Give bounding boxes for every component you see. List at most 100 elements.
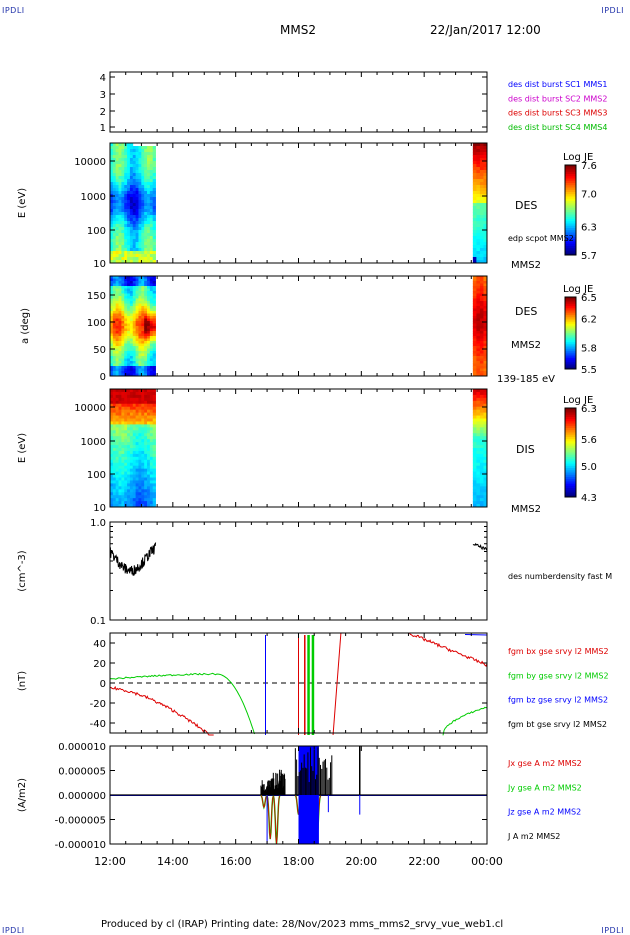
des-energy-cell	[483, 251, 488, 255]
des-energy-cell	[152, 254, 156, 258]
dis-energy-cell	[141, 430, 145, 434]
des-energy-cell	[149, 251, 154, 255]
des-energy-colorbar-cell	[565, 183, 576, 186]
dis-energy-cell	[479, 436, 484, 440]
dis-energy-cell	[118, 409, 122, 413]
des-pitch-cell	[483, 338, 488, 342]
des-energy-cell	[127, 248, 131, 252]
des-energy-cell	[127, 239, 131, 243]
dis-energy-cell	[472, 436, 477, 440]
des-energy-cell	[118, 227, 122, 231]
dis-energy-cell	[110, 498, 114, 502]
panel-dis-energy-ytick-label: 10	[93, 503, 106, 514]
des-pitch-colorbar-cell	[565, 297, 576, 300]
des-energy-cell	[141, 206, 145, 210]
des-pitch-cell	[132, 283, 137, 287]
dis-energy-cell	[129, 465, 134, 470]
des-pitch-cell	[472, 338, 477, 342]
des-energy-cell	[149, 212, 154, 216]
des-energy-cell	[472, 179, 477, 183]
des-pitch-cell	[483, 351, 488, 354]
dis-energy-cell	[138, 480, 142, 484]
des-pitch-cell	[112, 331, 117, 334]
dis-energy-cell	[121, 412, 125, 416]
dis-energy-cell	[115, 400, 119, 405]
dis-energy-cell	[152, 397, 156, 402]
des-energy-cell	[479, 245, 484, 249]
dis-energy-cell	[132, 400, 137, 405]
bfield-by-trace	[442, 706, 488, 736]
dis-energy-cell	[118, 403, 122, 408]
des-pitch-colorbar-cell	[565, 315, 576, 318]
des-pitch-cell	[110, 343, 114, 347]
dis-energy-cell	[115, 442, 119, 446]
des-pitch-cell	[132, 333, 137, 337]
dis-energy-cell	[110, 483, 114, 487]
panel-des-energy-ytick-label: 1000	[81, 192, 106, 203]
dis-energy-cell	[483, 459, 488, 464]
des-pitch-cell	[476, 296, 481, 299]
burst-legend-entry: des dist burst SC1 MMS1	[508, 80, 607, 89]
des-pitch-cell	[112, 363, 117, 367]
des-pitch-cell	[129, 286, 134, 289]
dis-energy-cell	[129, 445, 134, 449]
dis-energy-cell	[144, 492, 148, 496]
des-pitch-cell	[118, 301, 122, 304]
des-energy-cell	[135, 260, 139, 264]
des-energy-cell	[112, 254, 117, 258]
des-energy-cell	[144, 236, 148, 240]
des-pitch-cell	[124, 368, 128, 372]
des-energy-cell	[141, 173, 145, 177]
des-energy-cell	[110, 146, 114, 150]
des-energy-cell	[110, 155, 114, 159]
des-pitch-cell	[149, 281, 154, 284]
dis-energy-cell	[476, 421, 481, 425]
des-energy-cell	[112, 212, 117, 216]
des-energy-cell	[124, 233, 128, 237]
dis-energy-cell	[476, 391, 481, 396]
dis-energy-cell	[152, 391, 156, 396]
des-pitch-cell	[112, 281, 117, 284]
des-pitch-cell	[127, 348, 131, 352]
des-pitch-cell	[479, 283, 484, 287]
des-pitch-cell	[149, 368, 154, 372]
dis-energy-cell	[476, 442, 481, 446]
des-pitch-cell	[483, 286, 488, 289]
des-pitch-cell	[112, 318, 117, 322]
des-pitch-cell	[110, 276, 114, 279]
des-pitch-cell	[129, 346, 134, 349]
dis-energy-cell	[138, 489, 142, 493]
dis-energy-cell	[121, 489, 125, 493]
des-pitch-cell	[149, 318, 154, 322]
dis-energy-cell	[124, 442, 128, 446]
dis-energy-cell	[144, 391, 148, 396]
des-energy-cell	[144, 149, 148, 153]
des-pitch-cell	[112, 306, 117, 309]
dis-energy-cell	[479, 389, 484, 393]
des-pitch-cell	[121, 366, 125, 369]
des-pitch-cell	[135, 278, 139, 282]
dis-energy-colorbar-cell	[565, 416, 576, 420]
des-energy-cell	[121, 185, 125, 189]
des-pitch-cell	[141, 326, 145, 329]
des-pitch-cell	[144, 281, 148, 284]
dis-energy-cell	[144, 453, 148, 458]
des-energy-cell	[121, 248, 125, 252]
dis-energy-cell	[132, 486, 137, 490]
dis-energy-cell	[124, 480, 128, 484]
des-energy-cell	[149, 209, 154, 213]
des-energy-colorbar-cell	[565, 187, 576, 191]
dis-energy-cell	[132, 415, 137, 419]
des-energy-cell	[138, 248, 142, 252]
des-pitch-cell	[132, 306, 137, 309]
dis-energy-cell	[132, 442, 137, 446]
dis-energy-cell	[118, 427, 122, 431]
des-pitch-cell	[121, 311, 125, 314]
des-pitch-cell	[479, 321, 484, 324]
des-pitch-cell	[110, 371, 114, 374]
dis-energy-cell	[141, 394, 145, 399]
des-energy-cell	[115, 188, 119, 192]
dis-energy-cell	[479, 498, 484, 502]
des-pitch-cell	[121, 308, 125, 312]
des-energy-cell	[112, 152, 117, 156]
